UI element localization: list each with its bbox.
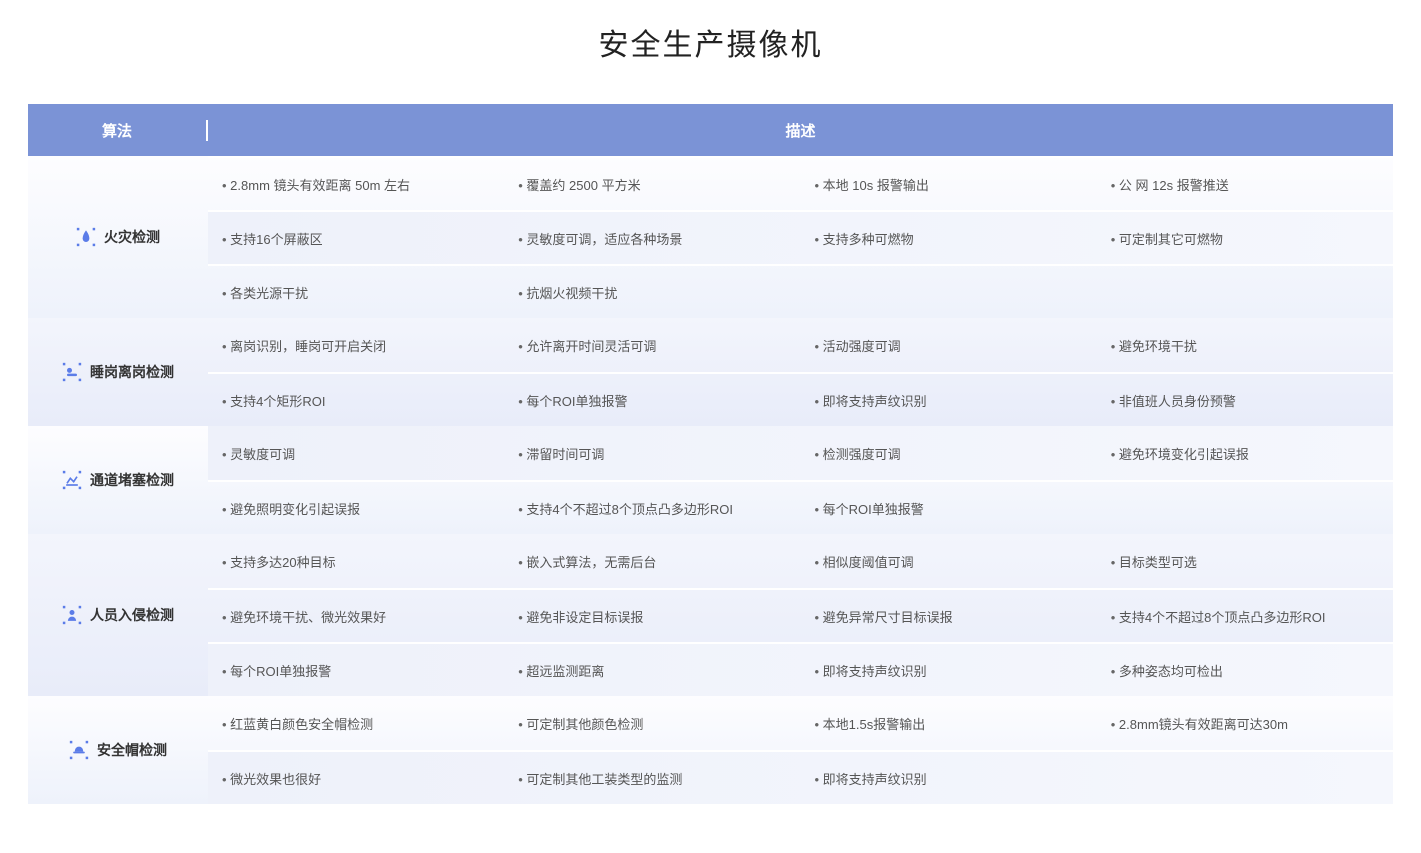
desc-cell: 支持多达20种目标: [208, 552, 504, 571]
desc-row: 避免环境干扰、微光效果好避免非设定目标误报避免异常尺寸目标误报支持4个不超过8个…: [208, 588, 1393, 642]
desc-cell: 支持4个矩形ROI: [208, 391, 504, 410]
algo-label-text: 睡岗离岗检测: [90, 362, 174, 382]
sleep-icon: [62, 362, 82, 382]
section-fire: 火灾检测 2.8mm 镜头有效距离 50m 左右覆盖约 2500 平方米本地 10…: [28, 156, 1393, 318]
desc-cell: 支持16个屏蔽区: [208, 229, 504, 248]
passage-icon: [62, 470, 82, 490]
desc-cell: 每个ROI单独报警: [801, 499, 1097, 518]
desc-col: 离岗识别，睡岗可开启关闭允许离开时间灵活可调活动强度可调避免环境干扰支持4个矩形…: [208, 318, 1393, 426]
desc-cell: 本地 10s 报警输出: [801, 175, 1097, 194]
section-person: 人员入侵检测支持多达20种目标嵌入式算法，无需后台相似度阈值可调目标类型可选避免…: [28, 534, 1393, 696]
desc-cell: 2.8mm镜头有效距离可达30m: [1097, 714, 1393, 733]
desc-cell: 离岗识别，睡岗可开启关闭: [208, 336, 504, 355]
desc-cell: 避免环境干扰: [1097, 336, 1393, 355]
desc-cell: 灵敏度可调，适应各种场景: [504, 229, 800, 248]
desc-row: 离岗识别，睡岗可开启关闭允许离开时间灵活可调活动强度可调避免环境干扰: [208, 318, 1393, 372]
desc-cell: 各类光源干扰: [208, 283, 504, 302]
desc-cell: 超远监测距离: [504, 661, 800, 680]
desc-cell: 即将支持声纹识别: [801, 769, 1097, 788]
desc-cell: 支持4个不超过8个顶点凸多边形ROI: [504, 499, 800, 518]
desc-cell: 支持多种可燃物: [801, 229, 1097, 248]
desc-cell: 避免环境干扰、微光效果好: [208, 607, 504, 626]
desc-cell: 滞留时间可调: [504, 444, 800, 463]
algo-label: 火灾检测: [28, 156, 208, 318]
desc-cell: 即将支持声纹识别: [801, 391, 1097, 410]
fire-icon: [76, 227, 96, 247]
desc-cell: 灵敏度可调: [208, 444, 504, 463]
person-icon: [62, 605, 82, 625]
desc-cell: 公 网 12s 报警推送: [1097, 175, 1393, 194]
desc-col: 灵敏度可调滞留时间可调检测强度可调避免环境变化引起误报避免照明变化引起误报支持4…: [208, 426, 1393, 534]
desc-row: 各类光源干扰抗烟火视频干扰: [208, 264, 1393, 318]
algo-label-text: 火灾检测: [104, 227, 160, 247]
desc-cell: 避免照明变化引起误报: [208, 499, 504, 518]
desc-cell: 相似度阈值可调: [801, 552, 1097, 571]
algo-label: 通道堵塞检测: [28, 426, 208, 534]
spec-table: 算法 描述 火灾检测 2.8mm 镜头有效距离 50m 左右覆盖约 2500 平方…: [0, 104, 1421, 824]
desc-cell: 红蓝黄白颜色安全帽检测: [208, 714, 504, 733]
section-passage: 通道堵塞检测灵敏度可调滞留时间可调检测强度可调避免环境变化引起误报避免照明变化引…: [28, 426, 1393, 534]
desc-row: 红蓝黄白颜色安全帽检测可定制其他颜色检测本地1.5s报警输出2.8mm镜头有效距…: [208, 696, 1393, 750]
desc-cell: 嵌入式算法，无需后台: [504, 552, 800, 571]
desc-cell: 抗烟火视频干扰: [504, 283, 800, 302]
desc-cell: 非值班人员身份预警: [1097, 391, 1393, 410]
header-algo: 算法: [28, 120, 208, 141]
desc-cell: 本地1.5s报警输出: [801, 714, 1097, 733]
desc-cell: 微光效果也很好: [208, 769, 504, 788]
algo-label-text: 人员入侵检测: [90, 605, 174, 625]
algo-label-text: 安全帽检测: [97, 740, 167, 760]
desc-col: 2.8mm 镜头有效距离 50m 左右覆盖约 2500 平方米本地 10s 报警…: [208, 156, 1393, 318]
desc-row: 灵敏度可调滞留时间可调检测强度可调避免环境变化引起误报: [208, 426, 1393, 480]
desc-row: 支持4个矩形ROI每个ROI单独报警即将支持声纹识别非值班人员身份预警: [208, 372, 1393, 426]
desc-col: 红蓝黄白颜色安全帽检测可定制其他颜色检测本地1.5s报警输出2.8mm镜头有效距…: [208, 696, 1393, 804]
desc-row: 微光效果也很好可定制其他工装类型的监测即将支持声纹识别: [208, 750, 1393, 804]
desc-cell: 2.8mm 镜头有效距离 50m 左右: [208, 175, 504, 194]
algo-label: 安全帽检测: [28, 696, 208, 804]
desc-row: 2.8mm 镜头有效距离 50m 左右覆盖约 2500 平方米本地 10s 报警…: [208, 156, 1393, 210]
desc-cell: 可定制其它可燃物: [1097, 229, 1393, 248]
desc-cell: 支持4个不超过8个顶点凸多边形ROI: [1097, 607, 1393, 626]
desc-cell: 避免环境变化引起误报: [1097, 444, 1393, 463]
helmet-icon: [69, 740, 89, 760]
page-title: 安全生产摄像机: [0, 0, 1421, 104]
desc-cell: 检测强度可调: [801, 444, 1097, 463]
desc-cell: 允许离开时间灵活可调: [504, 336, 800, 355]
desc-cell: 目标类型可选: [1097, 552, 1393, 571]
desc-cell: 覆盖约 2500 平方米: [504, 175, 800, 194]
section-sleep: 睡岗离岗检测 离岗识别，睡岗可开启关闭允许离开时间灵活可调活动强度可调避免环境干扰…: [28, 318, 1393, 426]
desc-row: 支持多达20种目标嵌入式算法，无需后台相似度阈值可调目标类型可选: [208, 534, 1393, 588]
algo-label-text: 通道堵塞检测: [90, 470, 174, 490]
desc-row: 避免照明变化引起误报支持4个不超过8个顶点凸多边形ROI每个ROI单独报警: [208, 480, 1393, 534]
desc-cell: 多种姿态均可检出: [1097, 661, 1393, 680]
algo-label: 睡岗离岗检测: [28, 318, 208, 426]
desc-cell: 避免非设定目标误报: [504, 607, 800, 626]
desc-cell: 每个ROI单独报警: [504, 391, 800, 410]
desc-cell: 可定制其他颜色检测: [504, 714, 800, 733]
desc-col: 支持多达20种目标嵌入式算法，无需后台相似度阈值可调目标类型可选避免环境干扰、微…: [208, 534, 1393, 696]
desc-cell: 活动强度可调: [801, 336, 1097, 355]
desc-cell: 即将支持声纹识别: [801, 661, 1097, 680]
desc-row: 支持16个屏蔽区灵敏度可调，适应各种场景支持多种可燃物可定制其它可燃物: [208, 210, 1393, 264]
algo-label: 人员入侵检测: [28, 534, 208, 696]
desc-row: 每个ROI单独报警超远监测距离即将支持声纹识别多种姿态均可检出: [208, 642, 1393, 696]
section-helmet: 安全帽检测 红蓝黄白颜色安全帽检测可定制其他颜色检测本地1.5s报警输出2.8mm…: [28, 696, 1393, 804]
header-desc: 描述: [208, 120, 1393, 141]
desc-cell: 避免异常尺寸目标误报: [801, 607, 1097, 626]
desc-cell: 每个ROI单独报警: [208, 661, 504, 680]
desc-cell: 可定制其他工装类型的监测: [504, 769, 800, 788]
table-header-row: 算法 描述: [28, 104, 1393, 156]
